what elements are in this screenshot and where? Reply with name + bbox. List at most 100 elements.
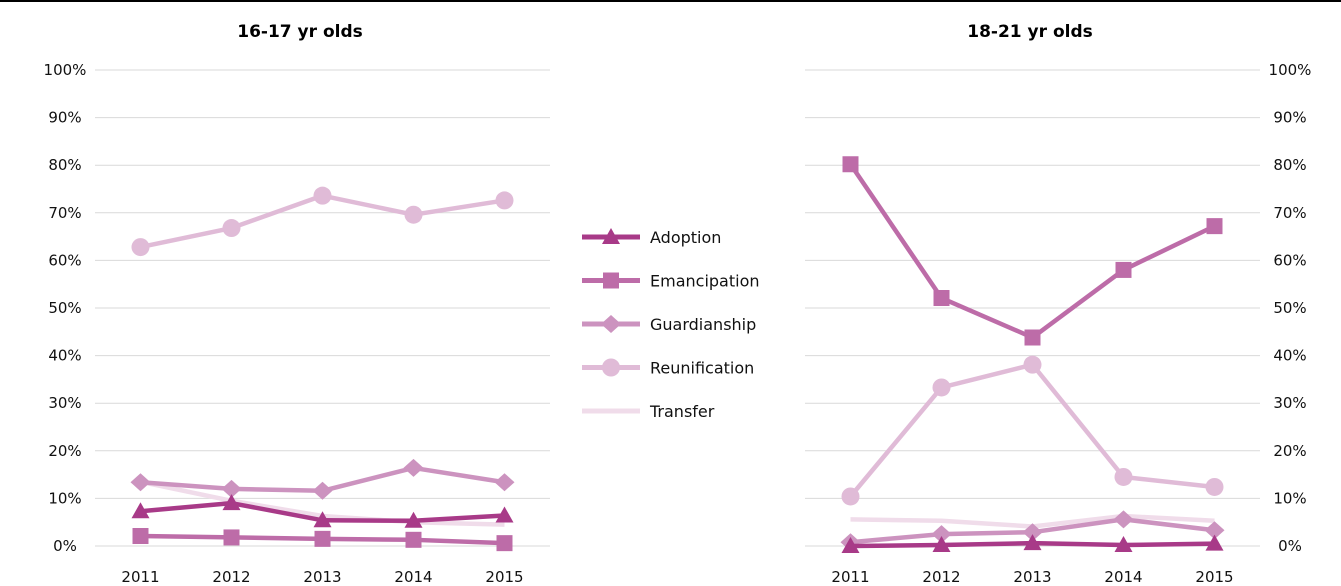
- y-tick-label: 40%: [48, 347, 81, 365]
- data-point-adoption: [222, 494, 241, 511]
- legend-item-adoption: Adoption: [582, 228, 721, 247]
- legend-marker-circle: [602, 358, 620, 377]
- x-tick-label: 2014: [394, 568, 432, 586]
- x-tick-label: 2011: [121, 568, 159, 586]
- series-reunification: [841, 355, 1224, 506]
- legend: Adoption Emancipation Guardianship Reunific…: [582, 228, 760, 421]
- y-tick-label: 70%: [48, 204, 81, 222]
- legend-label: Adoption: [650, 228, 721, 247]
- x-tick-label: 2014: [1104, 568, 1142, 586]
- legend-label: Reunification: [650, 359, 754, 378]
- y-tick-label: 0%: [1278, 537, 1302, 555]
- chart-title-left: 16-17 yr olds: [237, 22, 362, 42]
- y-tick-label: 90%: [1273, 109, 1306, 127]
- data-point-emancipation: [1206, 218, 1223, 235]
- data-point-reunification: [1114, 467, 1133, 486]
- data-point-adoption: [932, 536, 951, 553]
- y-tick-label: 10%: [48, 489, 81, 507]
- series-emancipation: [132, 528, 513, 552]
- legend-marker-diamond: [601, 315, 621, 333]
- y-tick-label: 60%: [48, 251, 81, 269]
- y-tick-label: 60%: [1273, 251, 1306, 269]
- y-tick-label: 0%: [53, 537, 77, 555]
- data-point-emancipation: [132, 528, 149, 545]
- y-tick-label: 70%: [1273, 204, 1306, 222]
- series-adoption: [841, 534, 1224, 553]
- data-point-guardianship: [130, 473, 151, 492]
- legend-label: Guardianship: [650, 315, 756, 334]
- y-tick-label: 80%: [48, 156, 81, 174]
- data-point-emancipation: [1115, 261, 1132, 278]
- data-point-emancipation: [496, 535, 513, 552]
- x-tick-label: 2012: [922, 568, 960, 586]
- data-point-emancipation: [842, 156, 859, 173]
- legend-marker-square: [603, 272, 619, 289]
- x-tick-label: 2012: [212, 568, 250, 586]
- y-tick-label: 40%: [1273, 347, 1306, 365]
- data-point-guardianship: [312, 481, 333, 500]
- x-tick-label: 2013: [303, 568, 341, 586]
- data-point-reunification: [222, 219, 241, 238]
- y-tick-label: 30%: [1273, 394, 1306, 412]
- y-tick-label: 90%: [48, 109, 81, 127]
- y-tick-label: 50%: [1273, 299, 1306, 317]
- data-point-emancipation: [314, 530, 331, 547]
- legend-item-guardianship: Guardianship: [582, 315, 756, 334]
- chart-title-right: 18-21 yr olds: [967, 22, 1092, 42]
- y-tick-label: 100%: [1269, 61, 1312, 79]
- data-point-guardianship: [931, 525, 952, 544]
- data-point-emancipation: [933, 290, 950, 307]
- data-point-adoption: [495, 506, 514, 523]
- line-chart-16-17: 0% 10% 20% 30% 40% 50% 60% 70% 80% 90% 100% 2011 201…: [44, 61, 550, 586]
- y-tick-label: 80%: [1273, 156, 1306, 174]
- series-guardianship: [840, 510, 1225, 552]
- data-point-adoption: [1205, 534, 1224, 551]
- data-point-reunification: [1205, 477, 1224, 496]
- x-tick-label: 2015: [485, 568, 523, 586]
- x-tick-label: 2011: [831, 568, 869, 586]
- line-chart-18-21: 0% 10% 20% 30% 40% 50% 60% 70% 80% 90% 100% 2011 201…: [805, 61, 1311, 586]
- series-line-reunification: [848, 362, 1215, 498]
- data-point-guardianship: [221, 479, 242, 498]
- data-point-reunification: [932, 378, 951, 397]
- legend-item-transfer: Transfer: [582, 402, 715, 421]
- y-tick-label: 50%: [48, 299, 81, 317]
- data-point-reunification: [1023, 355, 1042, 374]
- series-line-emancipation: [848, 162, 1216, 340]
- y-tick-label: 10%: [1273, 489, 1306, 507]
- legend-item-reunification: Reunification: [582, 358, 754, 378]
- x-tick-label: 2013: [1013, 568, 1051, 586]
- data-point-adoption: [404, 511, 423, 528]
- data-point-guardianship: [494, 473, 515, 492]
- data-point-adoption: [841, 537, 860, 553]
- data-point-guardianship: [1204, 521, 1225, 540]
- legend-label: Emancipation: [650, 272, 760, 291]
- y-tick-label: 30%: [48, 394, 81, 412]
- y-tick-label: 100%: [44, 61, 87, 79]
- legend-item-emancipation: Emancipation: [582, 272, 760, 291]
- data-point-emancipation: [405, 531, 422, 548]
- top-border-line: [0, 0, 1341, 2]
- series-guardianship: [130, 458, 515, 500]
- legend-label: Transfer: [649, 402, 715, 421]
- legend-marker-triangle: [602, 228, 620, 244]
- y-tick-label: 20%: [1273, 442, 1306, 460]
- data-point-adoption: [1114, 536, 1133, 553]
- x-tick-label: 2015: [1195, 568, 1233, 586]
- data-point-guardianship: [1113, 510, 1134, 529]
- series-emancipation: [842, 156, 1223, 346]
- data-point-reunification: [495, 191, 514, 210]
- data-point-reunification: [841, 487, 860, 506]
- data-point-adoption: [313, 511, 332, 528]
- data-point-reunification: [131, 238, 150, 257]
- data-point-adoption: [1023, 534, 1042, 551]
- data-point-guardianship: [403, 458, 424, 477]
- data-point-reunification: [404, 205, 423, 224]
- series-reunification: [131, 186, 514, 257]
- data-point-emancipation: [223, 529, 240, 546]
- data-point-emancipation: [1024, 329, 1041, 346]
- series-adoption: [131, 494, 514, 528]
- data-point-adoption: [131, 502, 150, 519]
